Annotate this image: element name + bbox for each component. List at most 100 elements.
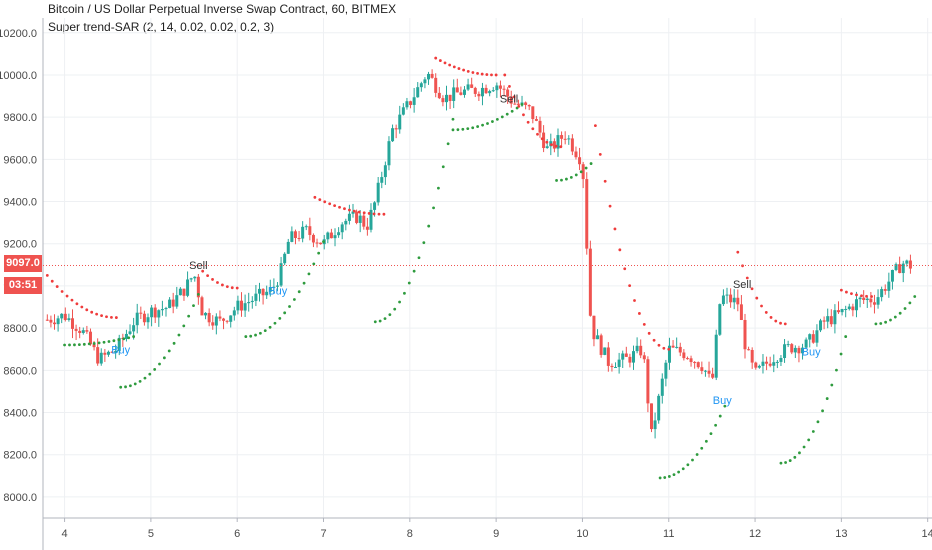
- buy-signal-label: Buy: [713, 395, 732, 407]
- candle-body: [498, 85, 502, 89]
- candle-body: [376, 182, 380, 203]
- y-tick-label: 9800.0: [3, 112, 37, 124]
- candle-body: [186, 279, 190, 296]
- candle-body: [603, 347, 607, 355]
- candle-body: [628, 356, 632, 363]
- sar-dot: [352, 209, 356, 213]
- sar-dot: [603, 179, 607, 183]
- sar-dot: [263, 329, 267, 333]
- sar-dot: [318, 198, 322, 202]
- candle-body: [160, 309, 164, 311]
- sar-dot: [278, 316, 282, 320]
- candle-body: [808, 334, 812, 340]
- candle-body: [646, 359, 650, 404]
- sar-dot: [153, 368, 157, 371]
- candle-body: [427, 73, 431, 80]
- candle-body: [214, 316, 218, 326]
- indicator-label[interactable]: Super trend-SAR (2, 14, 0.02, 0.02, 0.2,…: [48, 20, 275, 34]
- candle-body: [78, 330, 82, 333]
- sar-dot: [372, 212, 376, 216]
- sar-dot: [192, 304, 195, 308]
- candle-body: [391, 128, 395, 142]
- sar-dot: [367, 212, 371, 215]
- candle-body: [678, 346, 682, 353]
- candle-body: [495, 85, 499, 91]
- sar-dot: [783, 322, 787, 326]
- candle-body: [70, 318, 74, 329]
- candle-body: [448, 94, 452, 101]
- candle-body: [894, 264, 898, 270]
- sar-dot: [584, 166, 588, 170]
- sar-dot: [443, 61, 447, 65]
- candle-body: [649, 403, 653, 430]
- sar-dot: [565, 177, 568, 181]
- sar-dot: [638, 312, 641, 315]
- sar-dot: [348, 208, 351, 212]
- sar-dot: [667, 347, 671, 351]
- candle-body: [610, 365, 614, 368]
- sar-dot: [307, 272, 311, 276]
- candle-body: [560, 135, 564, 139]
- candle-body: [387, 141, 391, 166]
- y-tick-label: 8800.0: [3, 323, 37, 335]
- candle-body: [901, 263, 905, 274]
- sar-dot: [50, 279, 54, 283]
- candle-body: [836, 310, 840, 313]
- sar-dot: [105, 315, 108, 319]
- candle-body: [534, 119, 538, 121]
- candle-body: [822, 320, 826, 322]
- y-tick-label: 8200.0: [3, 450, 37, 462]
- candle-body: [380, 177, 384, 183]
- candle-body: [369, 209, 373, 230]
- sar-dot: [889, 318, 892, 322]
- sar-dot: [874, 322, 878, 326]
- candle-body: [272, 286, 276, 288]
- sar-dot: [522, 113, 525, 117]
- candle-body: [383, 165, 387, 178]
- candle-body: [315, 242, 319, 244]
- x-tick-label: 5: [148, 528, 154, 540]
- candle-body: [516, 103, 520, 105]
- sar-dot: [723, 404, 727, 408]
- sar-dot: [312, 262, 316, 266]
- candle-body: [621, 353, 625, 360]
- sar-dot: [559, 145, 563, 149]
- sar-dot: [821, 409, 824, 413]
- candle-body: [761, 361, 765, 366]
- sar-dot: [377, 212, 381, 216]
- candle-body: [801, 347, 805, 354]
- candle-body: [56, 318, 60, 325]
- candle-body: [585, 179, 589, 249]
- sar-dot: [745, 276, 749, 280]
- candle-body: [437, 92, 441, 99]
- sar-dot: [317, 251, 321, 255]
- sar-dot: [393, 307, 397, 311]
- candle-body: [484, 87, 488, 94]
- x-tick-label: 14: [922, 528, 932, 540]
- sar-dot: [462, 68, 465, 72]
- sar-dot: [452, 65, 456, 69]
- candle-body: [804, 339, 808, 348]
- sar-dot: [550, 143, 553, 147]
- candle-body: [365, 226, 369, 230]
- sar-dot: [441, 165, 445, 169]
- sar-dot: [709, 432, 713, 436]
- sar-dot: [127, 336, 131, 340]
- sell-signal-label: Sell: [733, 279, 751, 291]
- sar-dot: [760, 304, 763, 308]
- candle-body: [527, 104, 531, 107]
- candle-body: [452, 87, 456, 101]
- sar-dot: [574, 173, 578, 177]
- candle-body: [581, 164, 585, 180]
- sar-dot: [288, 305, 291, 308]
- sar-dot: [114, 316, 118, 319]
- sar-dot: [536, 132, 539, 136]
- candle-body: [419, 83, 423, 88]
- candle-body: [829, 316, 833, 325]
- candle-body: [142, 313, 146, 323]
- candle-body: [337, 232, 341, 236]
- sar-dot: [774, 319, 778, 323]
- sar-dot: [830, 383, 834, 387]
- sar-dot: [520, 103, 524, 106]
